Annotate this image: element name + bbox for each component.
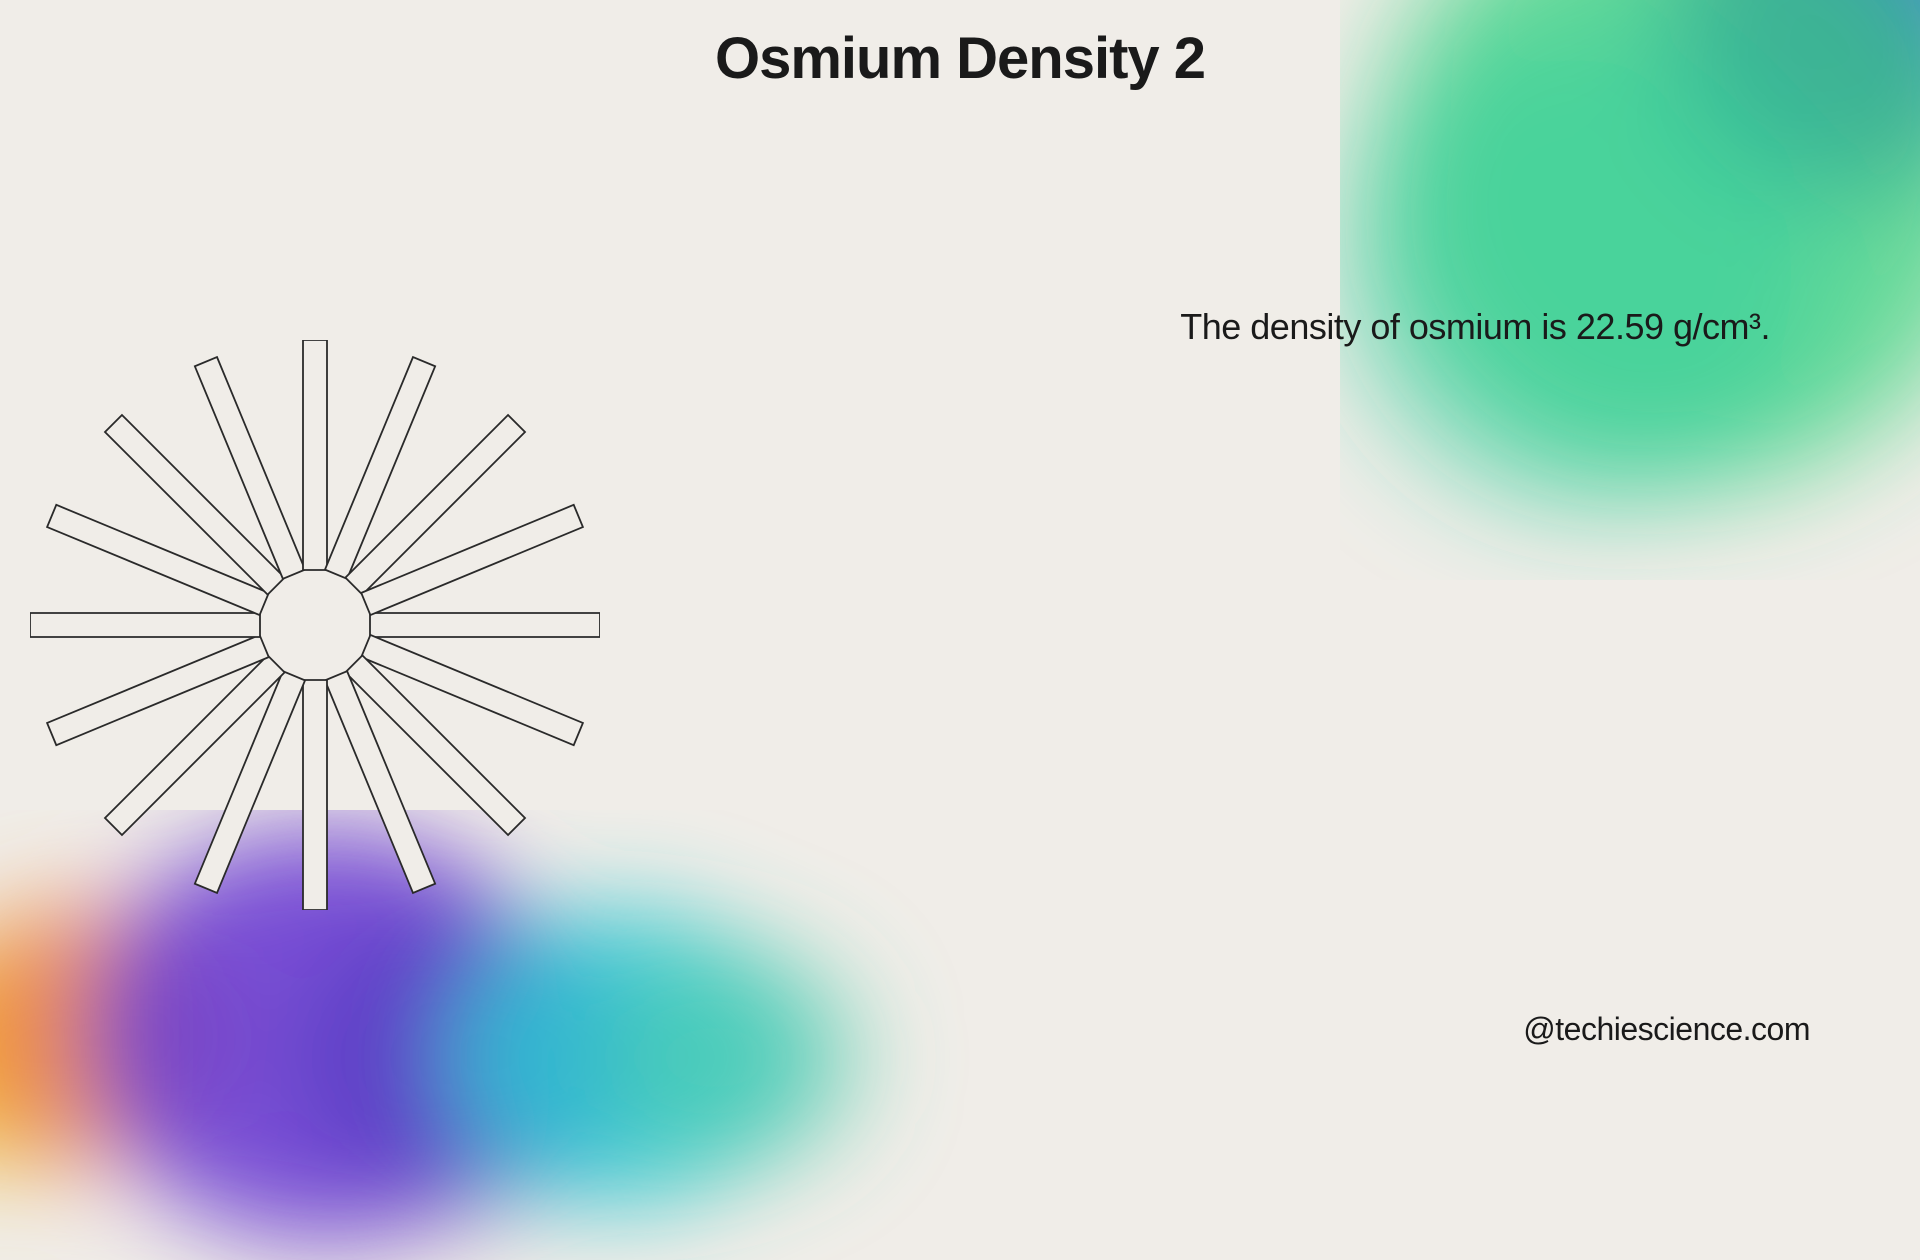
page-title: Osmium Density 2 — [715, 25, 1205, 92]
footer-attribution: @techiescience.com — [1523, 1011, 1810, 1048]
starburst-icon — [30, 340, 600, 910]
decorative-blob-top-right — [1340, 0, 1920, 580]
body-text: The density of osmium is 22.59 g/cm³. — [1180, 306, 1770, 348]
